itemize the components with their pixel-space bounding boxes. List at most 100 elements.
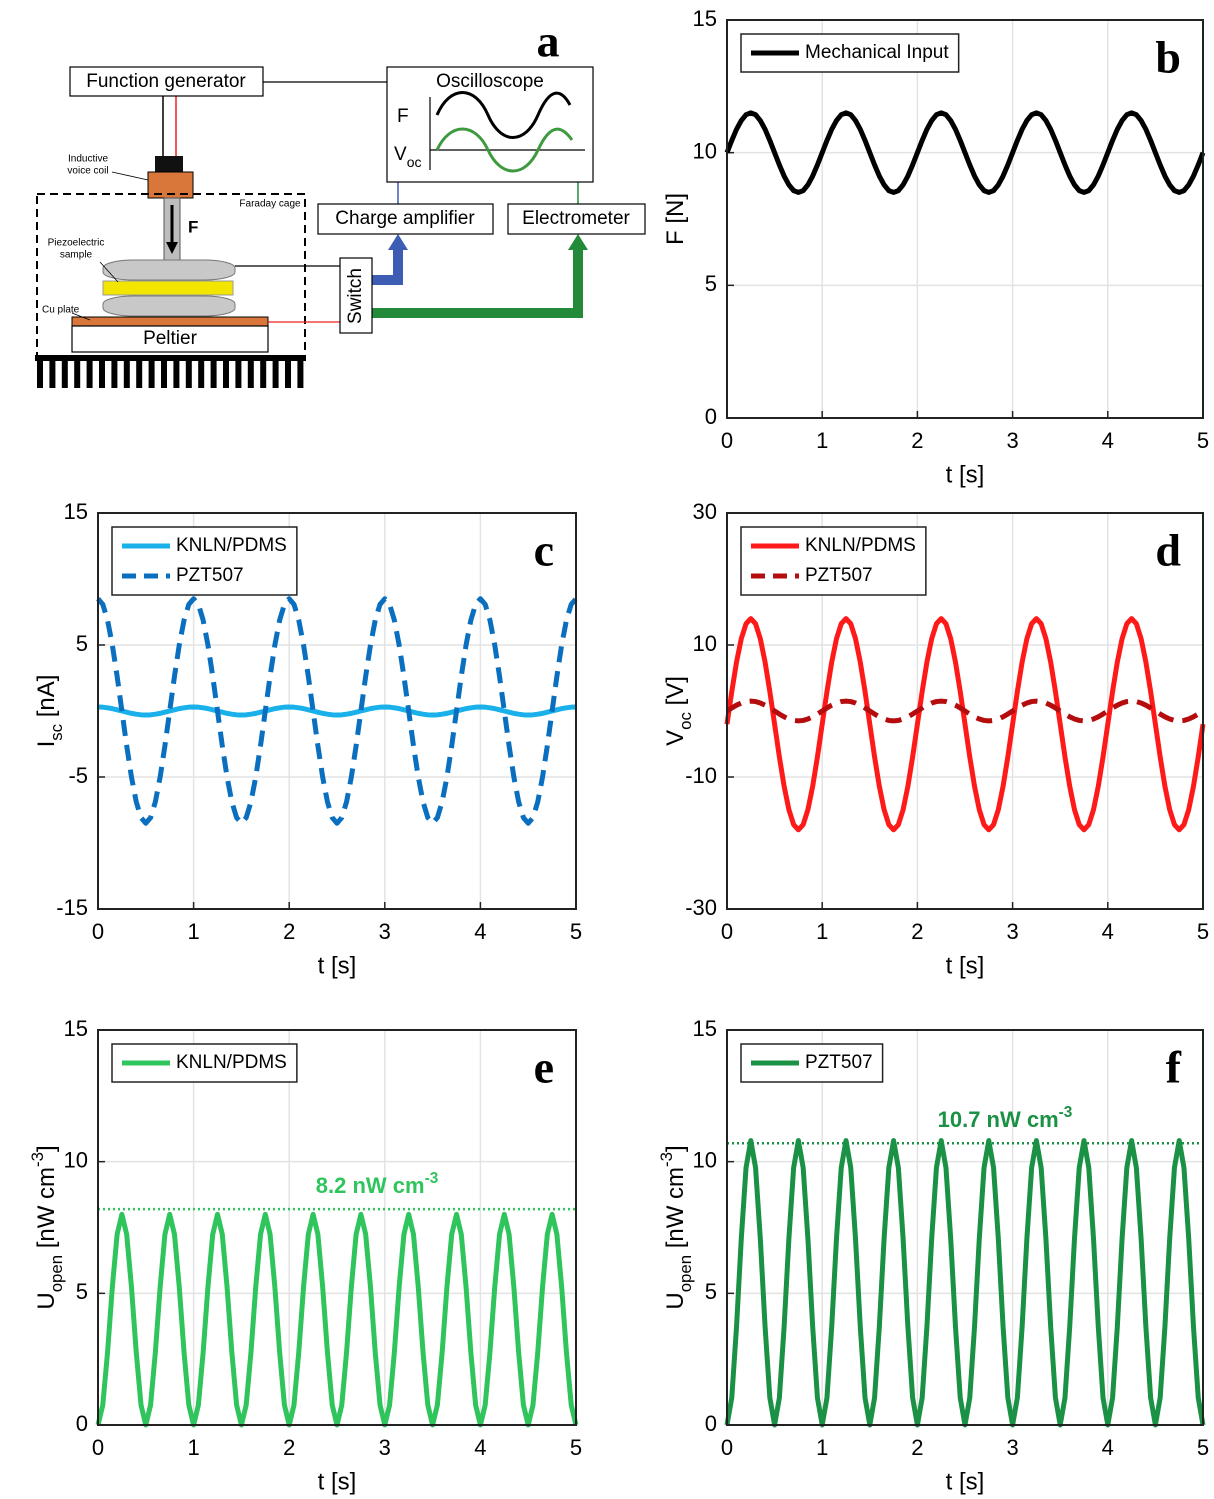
coil-label: Inductive [68,154,108,165]
peltier-box [71,325,269,353]
legend-label: KNLN/PDMS [176,1052,287,1073]
y-axis-title: Uopen [nW cm-3] [657,1145,695,1309]
heat-sink-fin [297,358,304,388]
text-part: U [662,1292,689,1309]
x-tick-label: 0 [721,919,733,944]
heat-sink-fin [99,358,105,388]
heat-sink-fin [235,358,242,388]
x-tick-label: 0 [721,1435,733,1460]
series-line [97,704,577,718]
x-tick-label: 3 [1006,428,1018,453]
heat-sink-fin [37,358,43,388]
y-tick-label: 5 [705,1279,717,1304]
y-tick-label: 0 [705,404,717,429]
heat-sink-fin [173,358,180,388]
y-tick-label: 10 [693,138,717,163]
y-tick-label: 0 [705,1411,717,1436]
heat-sink-fin [148,358,155,388]
signal-arrow [372,248,403,285]
heat-sink-fin [185,358,192,388]
charge-amplifier-label: Charge amplifier [335,208,475,229]
series-line [724,616,1206,833]
x-axis-title: t [s] [946,1468,985,1495]
osc-voltage-label: Voc [394,144,421,170]
heat-sink-fin [198,358,205,388]
x-tick-label: 5 [570,1435,582,1460]
axes-box [726,1029,1204,1426]
charge-amplifier-box [317,203,494,235]
sample [102,280,234,296]
switch-label: Switch [345,268,366,324]
x-tick-label: 1 [816,1435,828,1460]
x-tick-label: 4 [1102,919,1114,944]
text-part: I [33,741,60,748]
legend-label: PZT507 [176,565,244,586]
x-tick-label: 5 [1197,428,1209,453]
text-part: -3 [28,1152,47,1167]
x-tick-label: 4 [474,1435,486,1460]
text-part: open [676,1255,695,1292]
y-axis-title: Uopen [nW cm-3] [28,1145,66,1309]
x-axis-title: t [s] [946,461,985,488]
legend-box [111,526,298,596]
panel-label: b [1155,32,1181,83]
coil-label: voice coil [67,166,108,177]
y-tick-label: 30 [693,499,717,524]
text-part: 8.2 nW cm [316,1173,425,1198]
text-part: [V] [662,676,689,712]
series-line [724,110,1206,195]
heat-sink-base [35,355,305,361]
faraday-cage [36,193,306,361]
panel-label: f [1166,1042,1182,1093]
x-tick-label: 1 [816,428,828,453]
y-axis-title: Isc [nA] [33,675,66,748]
force-arrowhead [166,242,178,254]
heat-sink-fin [285,358,291,388]
x-tick-label: 2 [911,919,923,944]
text-part: [nW cm [33,1167,60,1255]
legend-label: PZT507 [805,565,873,586]
osc-force-wave [435,91,572,139]
heat-sink-fin [260,358,267,388]
axes-box [726,19,1204,419]
x-tick-label: 3 [379,919,391,944]
heat-sink-fin [223,358,229,388]
x-tick-label: 0 [721,428,733,453]
heat-sink [35,355,305,388]
legend-box [740,526,927,596]
electrode [102,259,236,281]
electrometer-box [507,203,646,235]
osc-force-label: F [397,106,409,127]
y-axis-title: F [N] [662,193,689,245]
text-part: U [33,1292,60,1309]
oscilloscope-box [386,66,594,183]
osc-voltage-main: V [394,144,407,165]
y-tick-label: -15 [56,895,88,920]
signal-arrow [372,248,583,318]
sample-label: sample [60,250,93,261]
x-axis-title: t [s] [318,952,357,979]
signal-arrowhead [568,234,588,250]
text-part: oc [676,712,695,730]
reference-label: 10.7 nW cm-3 [938,1104,1073,1132]
x-tick-label: 5 [570,919,582,944]
y-tick-label: 15 [64,499,88,524]
signal-arrowhead [388,234,408,250]
heat-sink-fin [61,358,68,388]
heat-sink-fin [49,358,56,388]
text-part: ] [33,1145,60,1152]
oscilloscope-label: Oscilloscope [436,71,544,92]
osc-voltage-wave [435,127,574,173]
text-part: -3 [425,1170,439,1187]
legend-label: Mechanical Input [805,42,949,63]
x-tick-label: 4 [1102,428,1114,453]
x-tick-label: 4 [474,919,486,944]
y-tick-label: 5 [705,271,717,296]
pointer [71,312,91,321]
x-tick-label: 2 [911,428,923,453]
plot-area [98,1030,576,1425]
heat-sink-fin [247,358,254,388]
text-part: F [N] [662,193,689,245]
y-axis-title: Voc [V] [662,676,695,746]
